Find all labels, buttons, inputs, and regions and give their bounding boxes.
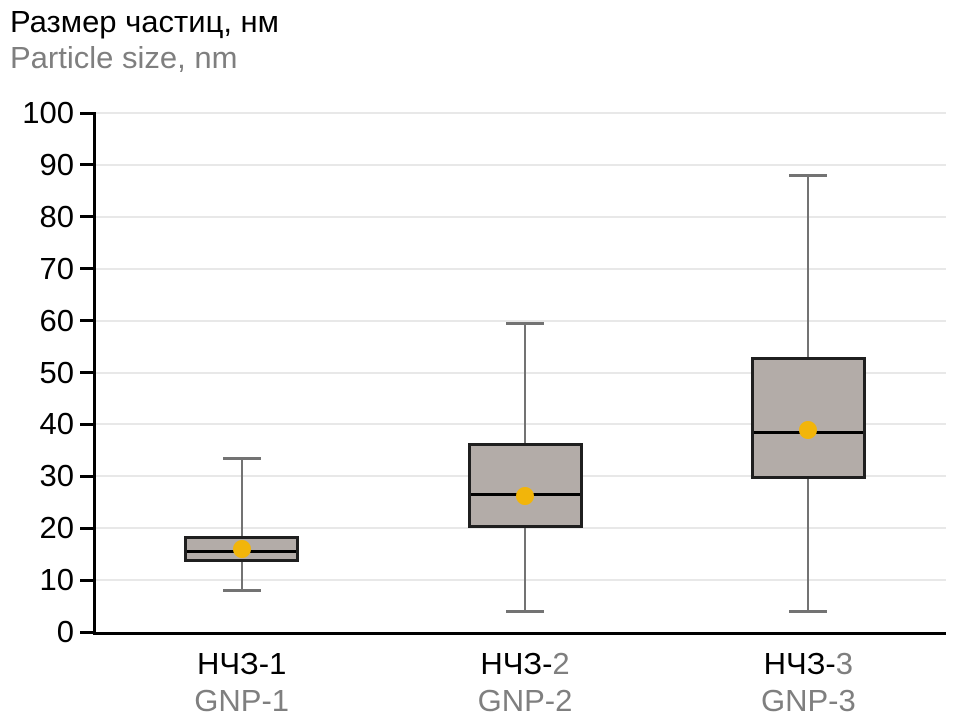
- gridline: [96, 423, 946, 426]
- y-axis-tick-label: 40: [39, 406, 74, 442]
- gridline: [96, 267, 946, 270]
- chart-title-english: Particle size, nm: [10, 40, 238, 75]
- gridline: [96, 215, 946, 218]
- y-axis-tick: [80, 215, 96, 219]
- y-axis-tick-label: 30: [39, 458, 74, 494]
- y-axis-tick-label: 70: [39, 250, 74, 286]
- x-label-ru: НЧЗ-1: [122, 645, 362, 682]
- gridline: [96, 163, 946, 166]
- whisker-line: [240, 458, 243, 591]
- x-label-ru-prefix: НЧЗ-: [763, 646, 836, 681]
- y-axis-tick-label: 90: [39, 146, 74, 182]
- y-axis-tick: [80, 422, 96, 426]
- gridline: [96, 371, 946, 374]
- y-axis-tick-label: 80: [39, 198, 74, 234]
- x-label-group: НЧЗ-3 GNP-3: [688, 645, 928, 719]
- y-axis-tick-label: 100: [22, 95, 74, 130]
- x-label-group: НЧЗ-2 GNP-2: [405, 645, 645, 719]
- y-axis-tick: [80, 111, 96, 115]
- x-label-ru-prefix: НЧЗ-: [196, 646, 270, 681]
- y-axis-tick: [80, 319, 96, 323]
- y-axis-tick: [80, 578, 96, 582]
- x-label-ru-digit: 2: [552, 646, 570, 681]
- mean-marker: [516, 486, 534, 505]
- y-axis-tick: [80, 526, 96, 530]
- box-iqr: [467, 442, 583, 529]
- x-label-ru: НЧЗ-2: [405, 645, 645, 682]
- y-axis-tick-label: 0: [56, 614, 74, 649]
- x-label-en: GNP-3: [760, 683, 856, 718]
- y-axis-tick-label: 20: [39, 510, 74, 546]
- y-axis-tick: [80, 474, 96, 478]
- whisker-cap: [506, 609, 544, 613]
- x-label-ru-digit: 3: [835, 646, 853, 681]
- chart-title-russian: Размер частиц, нм: [10, 4, 279, 39]
- y-axis-tick: [80, 163, 96, 167]
- y-axis-tick: [80, 630, 96, 634]
- y-axis-tick-label: 50: [39, 354, 74, 390]
- whisker-cap: [789, 173, 828, 177]
- gridline: [96, 319, 946, 322]
- y-axis-tick-label: 60: [39, 302, 74, 338]
- whisker-cap: [222, 456, 261, 460]
- x-label-ru-prefix: НЧЗ-: [480, 646, 553, 681]
- x-label-en: GNP-2: [477, 683, 573, 718]
- whisker-cap: [789, 609, 828, 613]
- gridline: [96, 112, 946, 114]
- mean-marker: [232, 539, 251, 558]
- x-label-group: НЧЗ-1 GNP-1: [122, 645, 362, 719]
- x-label-ru-digit: 1: [269, 646, 287, 681]
- mean-marker: [799, 420, 818, 439]
- plot-area: НЧЗ-1 GNP-1 НЧЗ-2 GNP-2 НЧЗ-3 GNP-3 0 10 2…: [22, 96, 946, 718]
- x-label-ru: НЧЗ-3: [688, 645, 928, 682]
- whisker-cap: [506, 321, 544, 325]
- y-axis-tick: [80, 267, 96, 271]
- box-iqr: [750, 356, 866, 479]
- y-axis-tick: [80, 371, 96, 374]
- y-axis-tick-label: 10: [39, 562, 74, 598]
- whisker-cap: [222, 588, 261, 592]
- x-label-en: GNP-1: [194, 683, 290, 718]
- gridline: [96, 579, 946, 582]
- gridline: [96, 527, 946, 530]
